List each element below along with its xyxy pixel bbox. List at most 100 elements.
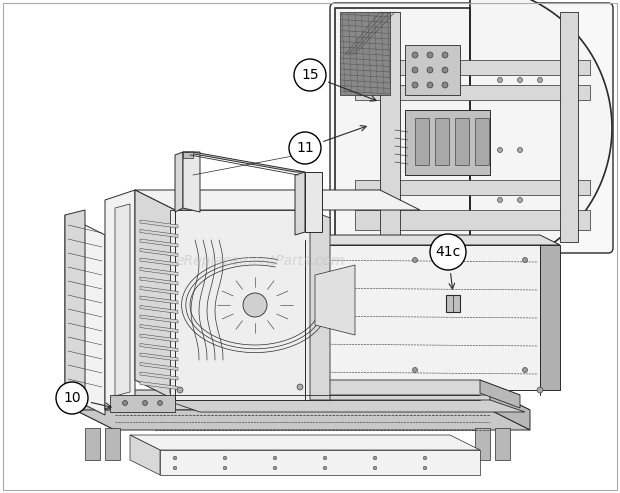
Circle shape <box>427 82 433 88</box>
Polygon shape <box>140 230 178 238</box>
Polygon shape <box>140 353 178 361</box>
Polygon shape <box>75 390 115 430</box>
Circle shape <box>173 466 177 470</box>
Circle shape <box>289 132 321 164</box>
Polygon shape <box>140 248 178 256</box>
Circle shape <box>423 466 427 470</box>
FancyBboxPatch shape <box>330 3 613 253</box>
Polygon shape <box>170 210 310 400</box>
Circle shape <box>412 367 417 373</box>
Polygon shape <box>140 277 178 285</box>
Polygon shape <box>540 245 560 390</box>
Polygon shape <box>405 110 490 175</box>
Polygon shape <box>140 286 178 294</box>
Circle shape <box>143 400 148 406</box>
Polygon shape <box>140 334 178 342</box>
Circle shape <box>412 82 418 88</box>
Polygon shape <box>140 382 178 389</box>
Polygon shape <box>490 390 530 430</box>
Polygon shape <box>495 428 510 460</box>
Polygon shape <box>105 428 120 460</box>
Polygon shape <box>65 210 85 395</box>
Polygon shape <box>480 380 520 408</box>
Polygon shape <box>446 295 460 312</box>
Polygon shape <box>140 296 178 304</box>
Polygon shape <box>305 245 540 390</box>
Text: eReplacementParts.com: eReplacementParts.com <box>175 254 345 268</box>
Polygon shape <box>115 204 130 396</box>
Polygon shape <box>305 235 560 245</box>
Polygon shape <box>140 258 178 266</box>
Circle shape <box>323 466 327 470</box>
Circle shape <box>523 257 528 262</box>
Polygon shape <box>140 362 178 371</box>
Text: 41c: 41c <box>435 245 461 259</box>
Polygon shape <box>140 372 178 380</box>
Circle shape <box>294 59 326 91</box>
Polygon shape <box>170 380 520 395</box>
Circle shape <box>442 67 448 73</box>
Text: 15: 15 <box>301 68 319 82</box>
Circle shape <box>497 198 502 203</box>
Circle shape <box>518 198 523 203</box>
Polygon shape <box>135 190 175 400</box>
Polygon shape <box>435 118 449 165</box>
Circle shape <box>423 456 427 460</box>
Polygon shape <box>105 190 135 410</box>
Circle shape <box>412 257 417 262</box>
Circle shape <box>373 456 377 460</box>
Polygon shape <box>170 380 210 408</box>
Polygon shape <box>140 315 178 323</box>
Circle shape <box>427 67 433 73</box>
Polygon shape <box>140 268 178 276</box>
Circle shape <box>177 387 183 393</box>
Circle shape <box>223 466 227 470</box>
Circle shape <box>317 257 322 262</box>
Polygon shape <box>130 435 160 475</box>
Polygon shape <box>135 190 420 210</box>
Polygon shape <box>183 152 305 172</box>
Circle shape <box>538 77 542 82</box>
Circle shape <box>223 456 227 460</box>
Circle shape <box>297 384 303 390</box>
Circle shape <box>317 367 322 373</box>
Polygon shape <box>140 220 178 228</box>
Circle shape <box>323 456 327 460</box>
Polygon shape <box>160 450 480 475</box>
Polygon shape <box>130 435 480 450</box>
Polygon shape <box>455 118 469 165</box>
Polygon shape <box>305 172 322 232</box>
Text: 10: 10 <box>63 391 81 405</box>
Polygon shape <box>65 215 105 415</box>
Polygon shape <box>355 210 590 230</box>
Polygon shape <box>140 324 178 332</box>
Polygon shape <box>335 0 612 270</box>
Circle shape <box>123 400 128 406</box>
Circle shape <box>412 67 418 73</box>
Circle shape <box>430 234 466 270</box>
Circle shape <box>497 147 502 152</box>
Polygon shape <box>380 12 400 242</box>
Polygon shape <box>315 265 355 335</box>
Circle shape <box>243 293 267 317</box>
Circle shape <box>412 52 418 58</box>
Circle shape <box>518 147 523 152</box>
Polygon shape <box>295 172 305 235</box>
Polygon shape <box>175 152 183 212</box>
Circle shape <box>173 456 177 460</box>
Circle shape <box>427 52 433 58</box>
Polygon shape <box>140 306 178 314</box>
Polygon shape <box>183 152 193 158</box>
Circle shape <box>56 382 88 414</box>
Polygon shape <box>355 85 590 100</box>
Circle shape <box>442 52 448 58</box>
Circle shape <box>373 466 377 470</box>
Polygon shape <box>140 344 178 352</box>
Polygon shape <box>560 12 578 242</box>
Polygon shape <box>140 239 178 247</box>
Polygon shape <box>355 180 590 195</box>
Polygon shape <box>355 60 590 75</box>
Polygon shape <box>340 12 390 95</box>
Polygon shape <box>75 410 530 430</box>
Circle shape <box>497 77 502 82</box>
